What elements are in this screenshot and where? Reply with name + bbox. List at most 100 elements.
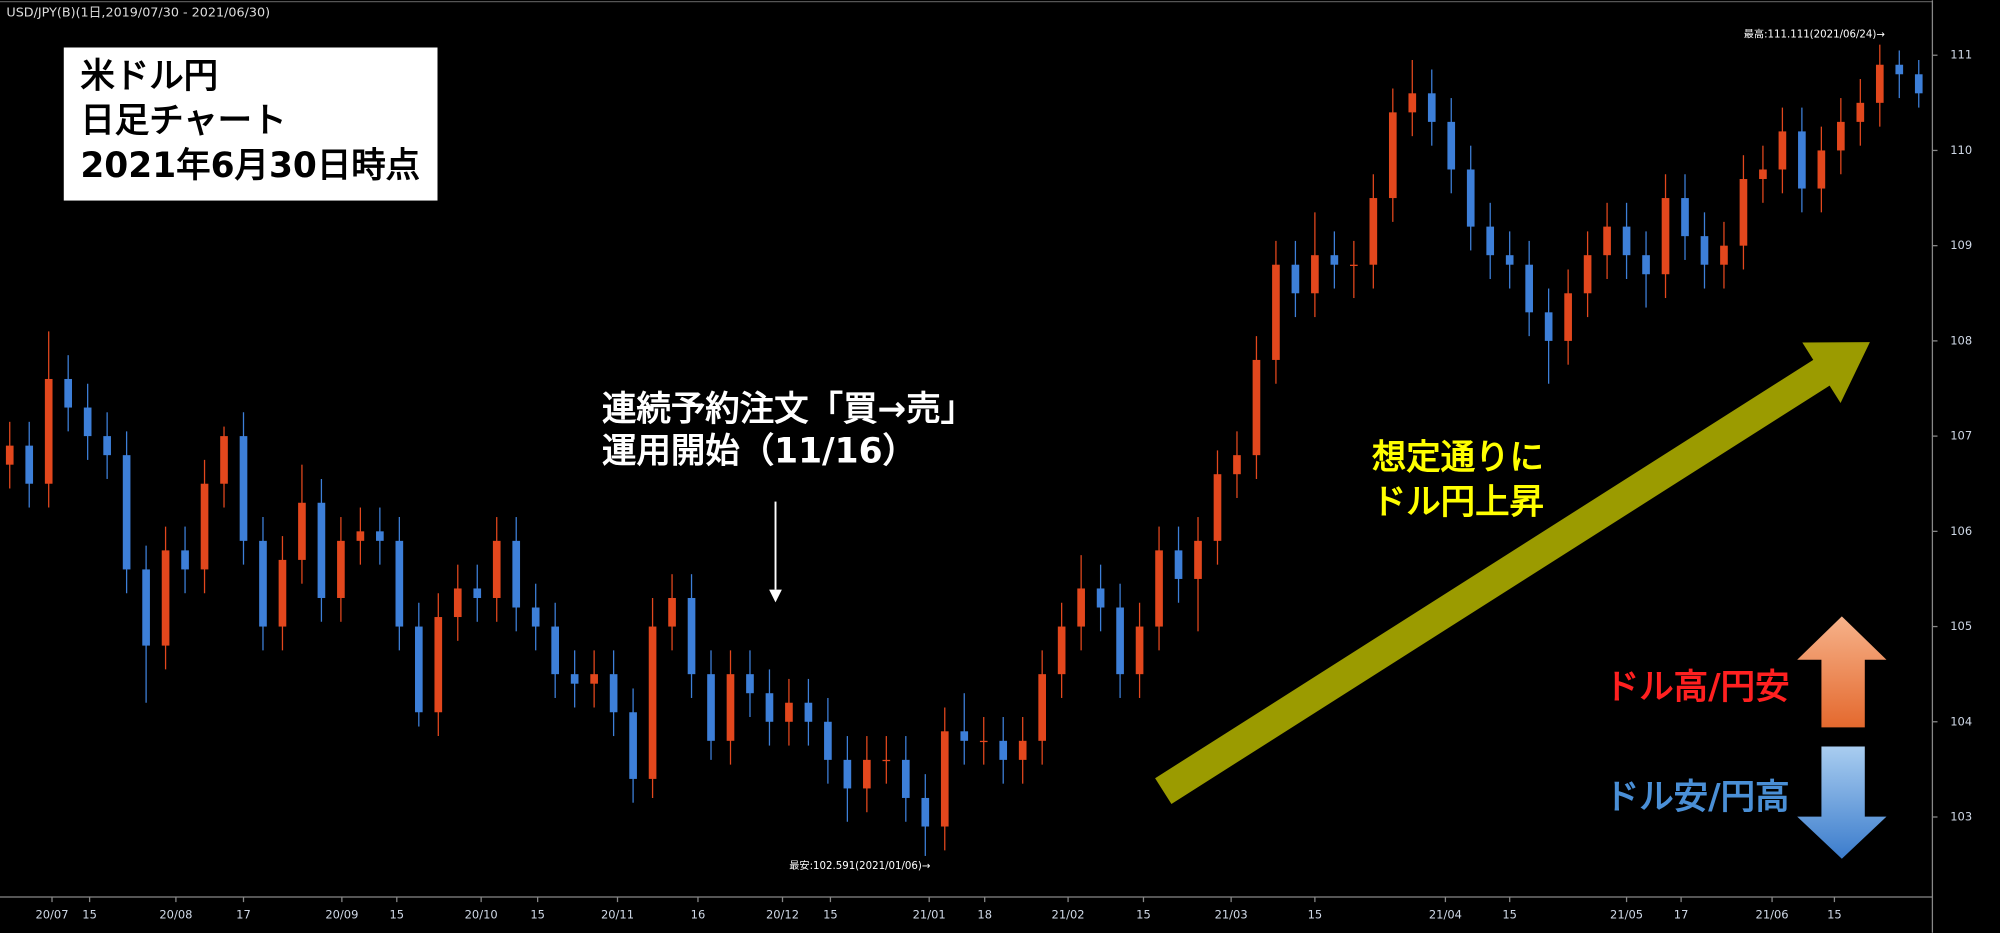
candle-body bbox=[259, 540, 267, 627]
candle-body bbox=[1856, 102, 1865, 122]
candle-body bbox=[570, 674, 579, 684]
y-tick-label: 111 bbox=[1950, 48, 1972, 62]
candle-body bbox=[921, 797, 930, 827]
candle-body bbox=[1895, 64, 1904, 75]
x-tick-label: 15 bbox=[82, 907, 97, 921]
candle-body bbox=[239, 436, 248, 541]
candle-body bbox=[142, 569, 150, 646]
x-tick-label: 20/08 bbox=[159, 907, 192, 921]
candle-body bbox=[1583, 255, 1592, 294]
title-line: 2021年6月30日時点 bbox=[80, 146, 420, 186]
candle-body bbox=[1622, 226, 1631, 256]
up-arrow bbox=[1797, 616, 1887, 728]
candle-body bbox=[1155, 550, 1163, 627]
candle-body bbox=[1116, 607, 1124, 675]
x-tick-label: 15 bbox=[823, 907, 838, 921]
y-tick-label: 103 bbox=[1950, 809, 1972, 823]
candle-body bbox=[1057, 626, 1066, 675]
candle-body bbox=[1174, 550, 1183, 579]
candle-body bbox=[1642, 255, 1650, 275]
y-tick-label: 105 bbox=[1950, 619, 1972, 633]
dollar-down-label: ドル安/円高 bbox=[1605, 777, 1790, 817]
candle-body bbox=[414, 626, 423, 713]
down-arrow bbox=[1797, 746, 1887, 859]
candle-body bbox=[551, 626, 560, 675]
candle-body bbox=[1330, 255, 1339, 265]
y-tick-label: 104 bbox=[1950, 714, 1972, 728]
candle-body bbox=[726, 674, 735, 741]
order-note: 連続予約注文「買→売」 bbox=[602, 390, 975, 430]
candle-body bbox=[1388, 112, 1397, 199]
x-tick-label: 20/11 bbox=[601, 907, 634, 921]
candle-body bbox=[687, 597, 696, 675]
candle-body bbox=[337, 540, 345, 598]
candle-body bbox=[1466, 169, 1475, 227]
candle-body bbox=[1096, 588, 1105, 608]
title-line: 米ドル円 bbox=[80, 57, 218, 97]
candle-body bbox=[1291, 264, 1300, 294]
rise-note: ドル円上昇 bbox=[1372, 483, 1544, 523]
x-tick-label: 17 bbox=[236, 907, 251, 921]
candle-body bbox=[1408, 93, 1417, 113]
candles bbox=[5, 44, 1923, 856]
candle-body bbox=[1778, 131, 1787, 170]
candle-body bbox=[882, 759, 891, 762]
x-tick-label: 21/03 bbox=[1215, 907, 1248, 921]
candle-body bbox=[940, 731, 949, 827]
y-tick-label: 107 bbox=[1950, 429, 1972, 443]
axes: 103 104 105 106 107 108 109 110 111 20/07 15 20/08 1… bbox=[35, 48, 1972, 922]
candle-body bbox=[103, 436, 111, 456]
x-tick-label: 15 bbox=[1502, 907, 1517, 921]
candle-body bbox=[278, 559, 287, 627]
candle-body bbox=[648, 626, 657, 779]
candle-body bbox=[979, 740, 988, 743]
candle-body bbox=[1681, 198, 1689, 237]
high-label: 最高:111.111(2021/06/24)→ bbox=[1744, 27, 1886, 40]
x-tick-label: 21/06 bbox=[1756, 907, 1789, 921]
candle-body bbox=[609, 674, 618, 713]
candle-body bbox=[161, 550, 170, 646]
candle-body bbox=[1077, 588, 1085, 627]
candle-body bbox=[1369, 198, 1378, 265]
candle-body bbox=[220, 436, 228, 484]
dollar-up-label: ドル高/円安 bbox=[1605, 668, 1790, 708]
candle-body bbox=[531, 607, 540, 627]
candle-body bbox=[590, 674, 598, 684]
candle-body bbox=[746, 674, 754, 694]
title-line: 日足チャート bbox=[80, 101, 286, 141]
x-tick-label: 20/10 bbox=[465, 907, 498, 921]
candle-body bbox=[843, 759, 852, 789]
x-tick-label: 17 bbox=[1674, 907, 1689, 921]
candle-body bbox=[1875, 64, 1884, 103]
candle-body bbox=[83, 407, 92, 437]
x-tick-label: 15 bbox=[1827, 907, 1842, 921]
candle-body bbox=[1544, 312, 1553, 341]
x-tick-label: 21/02 bbox=[1052, 907, 1085, 921]
x-tick-label: 16 bbox=[691, 907, 706, 921]
candle-body bbox=[1311, 255, 1319, 294]
x-tick-label: 15 bbox=[390, 907, 405, 921]
x-tick-label: 15 bbox=[1136, 907, 1151, 921]
x-tick-label: 21/05 bbox=[1610, 907, 1643, 921]
candle-body bbox=[5, 445, 14, 465]
candle-body bbox=[1350, 264, 1358, 266]
candle-body bbox=[356, 531, 365, 541]
candle-body bbox=[1525, 264, 1533, 313]
candle-body bbox=[1213, 474, 1222, 541]
candle-body bbox=[1720, 245, 1728, 265]
candle-body bbox=[1739, 179, 1748, 246]
candle-body bbox=[1505, 255, 1514, 265]
candle-body bbox=[1447, 121, 1456, 170]
candle-body bbox=[1194, 540, 1202, 579]
candle-body bbox=[1817, 150, 1826, 189]
candle-body bbox=[473, 588, 482, 598]
candle-body bbox=[1759, 169, 1767, 180]
candle-body bbox=[492, 540, 501, 598]
y-tick-label: 110 bbox=[1950, 143, 1972, 157]
candle-body bbox=[1233, 455, 1241, 475]
candle-body bbox=[512, 540, 521, 608]
candle-body bbox=[44, 378, 53, 484]
candle-body bbox=[395, 540, 404, 627]
x-tick-label: 20/09 bbox=[325, 907, 358, 921]
candle-body bbox=[25, 445, 34, 484]
